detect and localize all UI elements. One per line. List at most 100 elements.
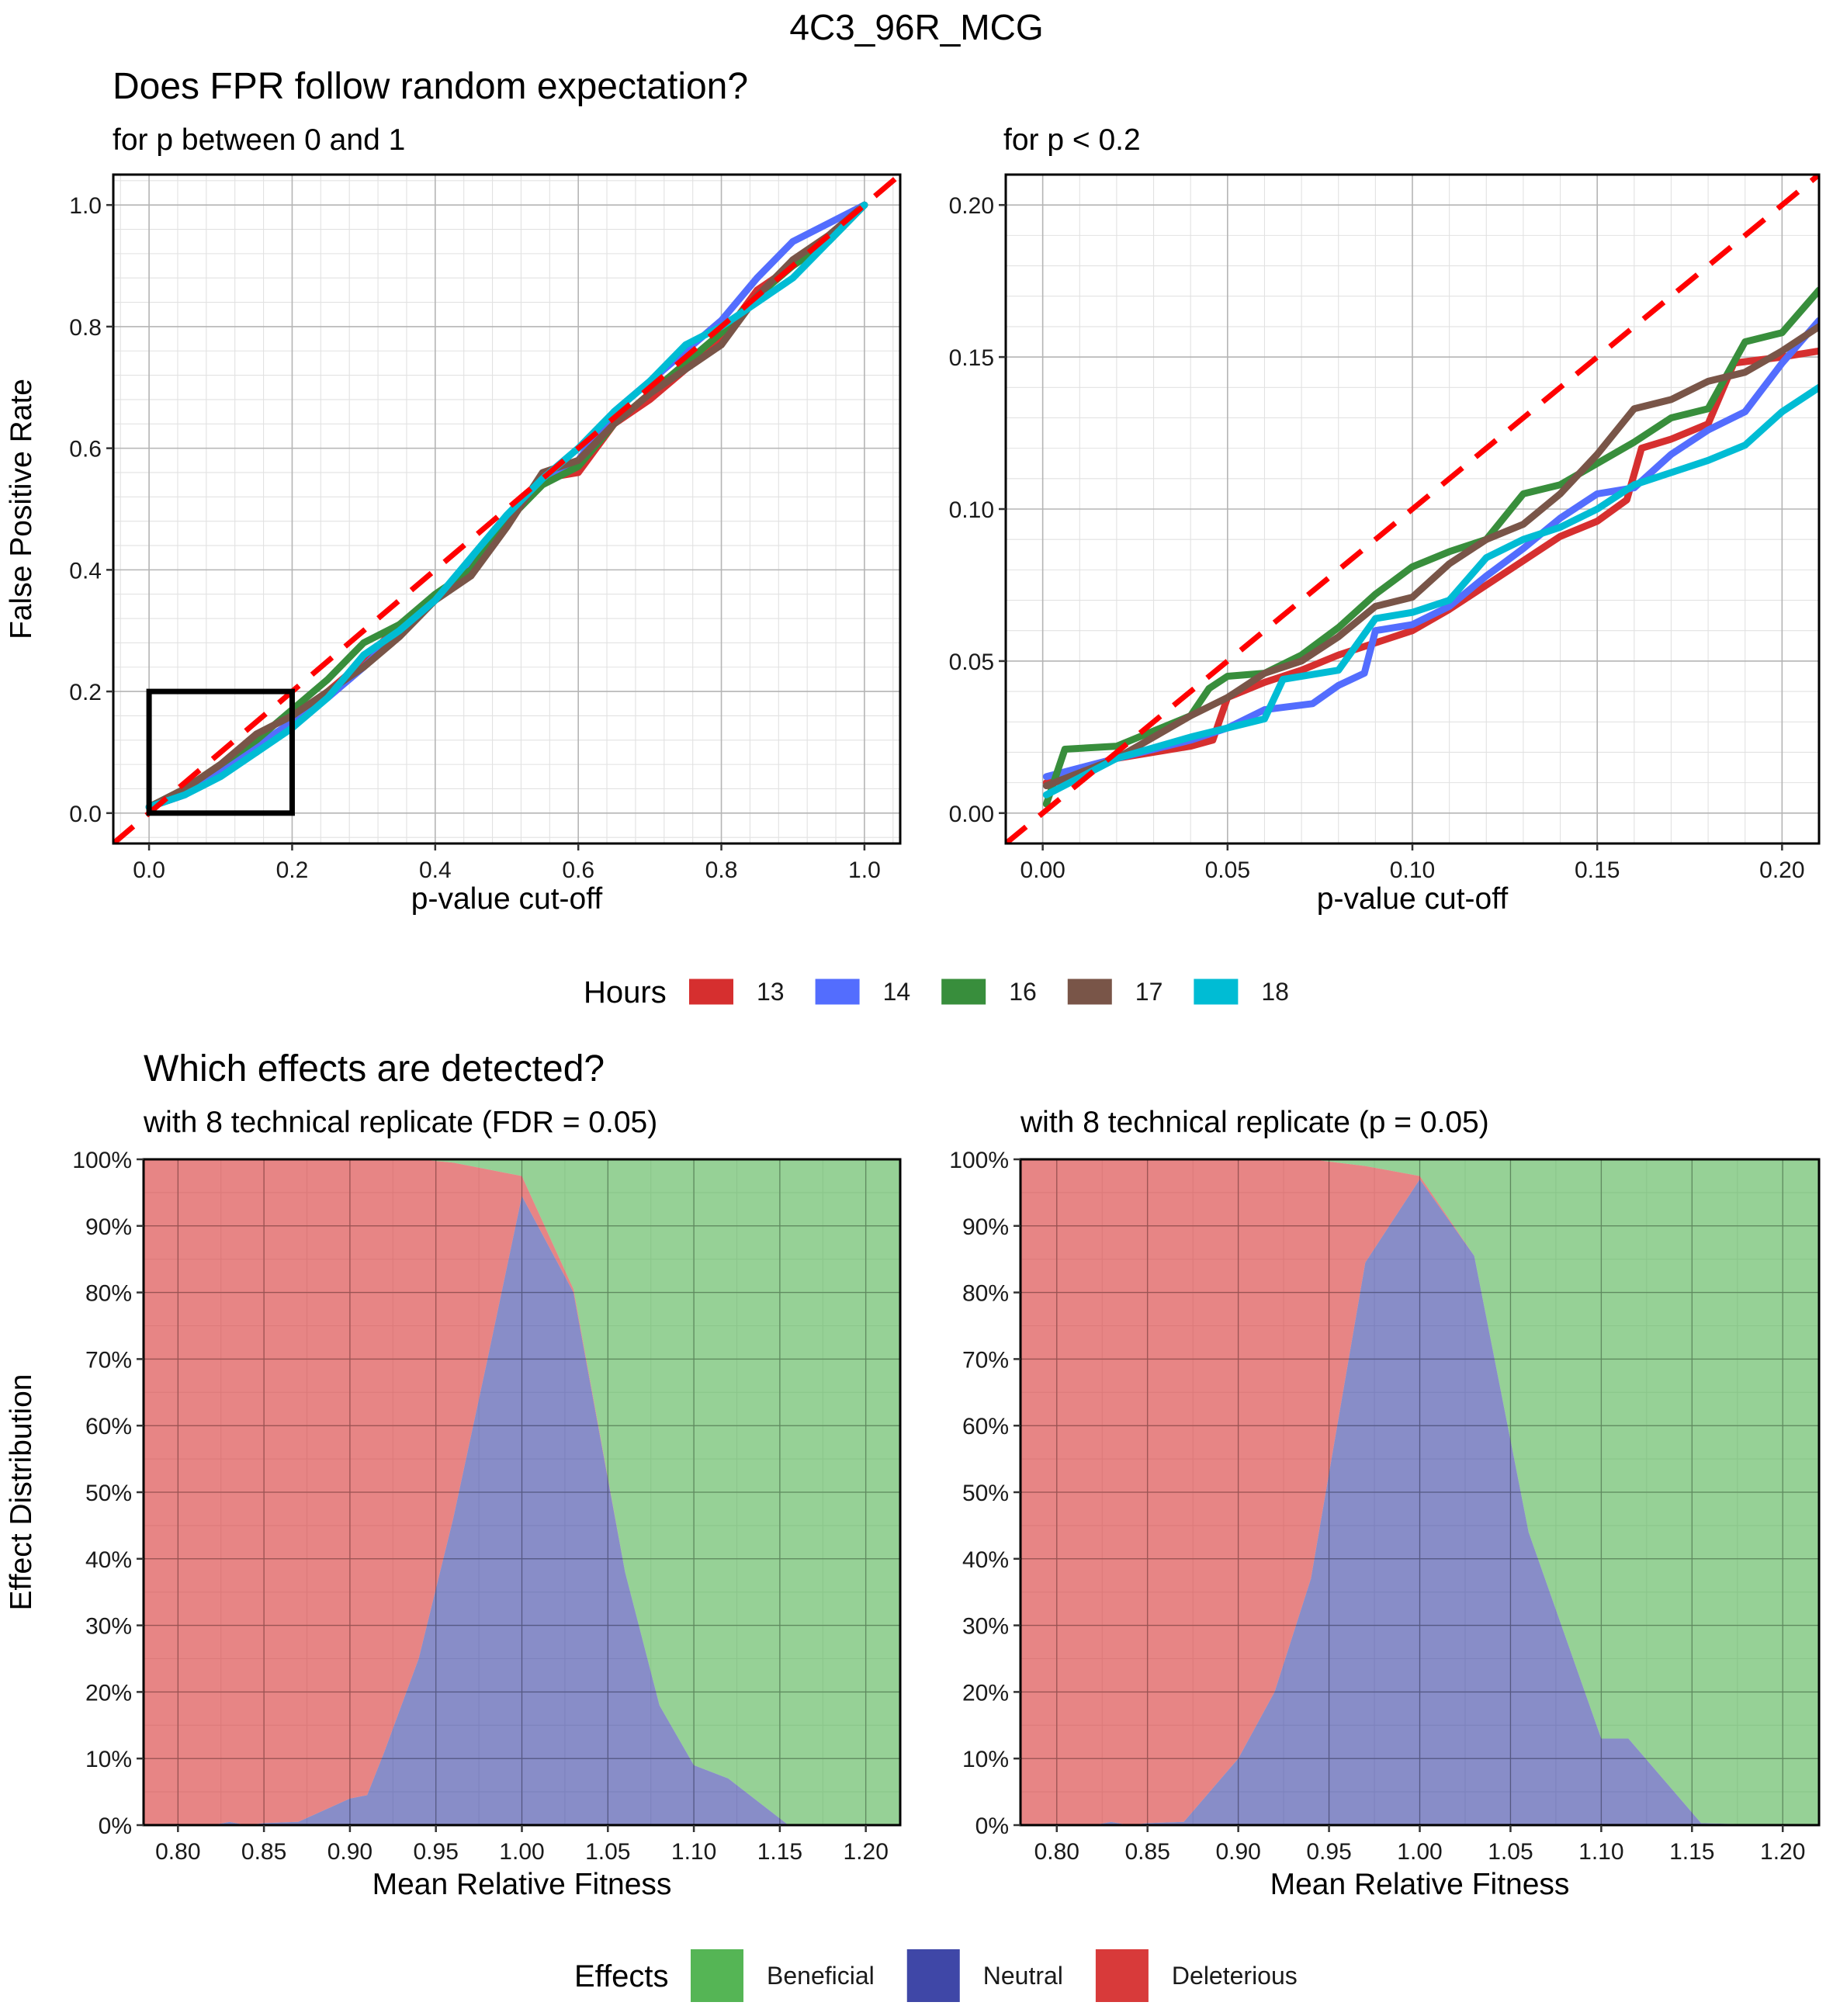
- x-axis-title: Mean Relative Fitness: [1270, 1868, 1570, 1901]
- hours-legend-key-14: [815, 979, 860, 1005]
- x-axis-title: p-value cut-off: [1317, 882, 1509, 916]
- effects-legend: Effects Beneficial Neutral Deleterious: [574, 1949, 1298, 2002]
- y-tick-label: 0.15: [949, 345, 994, 371]
- x-tick-label: 1.15: [1669, 1839, 1714, 1865]
- effects-legend-label: Beneficial: [767, 1962, 875, 1990]
- hours-legend-label: 13: [757, 978, 785, 1006]
- effects-fdr-panel-title: Which effects are detected?: [144, 1048, 605, 1089]
- effects-legend-key-neutral: [906, 1949, 960, 2002]
- y-tick-label: 80%: [962, 1281, 1009, 1307]
- fpr-zoom-panel-subtitle: for p < 0.2: [1003, 123, 1141, 157]
- hours-legend-label: 16: [1009, 978, 1037, 1006]
- plot-area: [1020, 1159, 1819, 1825]
- x-tick-label: 0.05: [1205, 857, 1250, 883]
- y-tick-label: 10%: [962, 1747, 1009, 1772]
- series-line-hour-16: [1042, 286, 1819, 808]
- fpr-full-panel-title: Does FPR follow random expectation?: [113, 66, 748, 107]
- y-axis-title: False Positive Rate: [5, 379, 38, 639]
- y-tick-label: 0.20: [949, 193, 994, 219]
- effects-legend-key-deleterious: [1095, 1949, 1149, 2002]
- x-tick-label: 0.85: [1125, 1839, 1170, 1865]
- series-line-hour-14: [1042, 317, 1819, 781]
- series-line-hour-18: [1042, 383, 1819, 798]
- plot-area: [1006, 175, 1819, 843]
- y-tick-label: 70%: [962, 1347, 1009, 1373]
- x-tick-label: 0.15: [1575, 857, 1620, 883]
- fpr-full-panel-subtitle: for p between 0 and 1: [113, 123, 405, 157]
- y-tick-label: 0.8: [69, 315, 102, 341]
- grid: [113, 175, 900, 843]
- hours-legend-label: 18: [1261, 978, 1289, 1006]
- x-tick-label: 1.20: [1760, 1839, 1805, 1865]
- x-tick-label: 0.20: [1759, 857, 1804, 883]
- x-tick-label: 0.90: [1215, 1839, 1260, 1865]
- y-tick-label: 90%: [962, 1214, 1009, 1240]
- y-tick-label: 20%: [85, 1680, 132, 1706]
- effects-legend-title: Effects: [574, 1959, 669, 1993]
- x-tick-label: 0.80: [155, 1839, 200, 1865]
- hours-legend-label: 14: [883, 978, 911, 1006]
- y-tick-label: 0%: [975, 1813, 1009, 1839]
- x-tick-label: 0.95: [414, 1839, 459, 1865]
- area-beneficial: [144, 1159, 900, 1825]
- y-tick-label: 30%: [962, 1614, 1009, 1640]
- hours-legend-key-13: [689, 979, 733, 1005]
- x-axis-title: Mean Relative Fitness: [372, 1868, 672, 1901]
- x-tick-label: 1.10: [1578, 1839, 1623, 1865]
- x-tick-label: 0.00: [1020, 857, 1065, 883]
- fpr-full-range-panel: Does FPR follow random expectation? for …: [5, 66, 902, 916]
- x-tick-label: 1.20: [843, 1839, 888, 1865]
- x-tick-label: 0.0: [133, 857, 165, 883]
- y-tick-label: 100%: [72, 1148, 132, 1173]
- grid-overlay: [1020, 1159, 1819, 1825]
- area-beneficial: [1020, 1159, 1819, 1825]
- y-tick-label: 50%: [962, 1481, 1009, 1506]
- y-tick-label: 20%: [962, 1680, 1009, 1706]
- plot-area: [113, 175, 900, 843]
- reference-line-y-equals-x: [1006, 175, 1819, 843]
- effects-pvalue-panel: with 8 technical replicate (p = 0.05) 0.…: [949, 1106, 1821, 1901]
- y-tick-label: 100%: [949, 1148, 1009, 1173]
- x-tick-label: 1.05: [1488, 1839, 1533, 1865]
- y-tick-label: 0.4: [69, 558, 102, 584]
- x-tick-label: 0.6: [562, 857, 594, 883]
- y-tick-label: 0.6: [69, 437, 102, 462]
- y-tick-label: 50%: [85, 1481, 132, 1506]
- x-tick-label: 1.15: [757, 1839, 802, 1865]
- x-tick-label: 0.95: [1306, 1839, 1351, 1865]
- effects-pvalue-panel-subtitle: with 8 technical replicate (p = 0.05): [1020, 1106, 1489, 1139]
- effects-legend-key-beneficial: [691, 1949, 743, 2002]
- plot-area: [144, 1159, 900, 1825]
- y-tick-label: 0.05: [949, 649, 994, 675]
- y-tick-label: 1.0: [69, 193, 102, 219]
- y-tick-label: 0.2: [69, 680, 102, 705]
- x-tick-label: 1.05: [585, 1839, 630, 1865]
- series-line-hour-18: [145, 201, 868, 811]
- x-tick-label: 0.4: [419, 857, 452, 883]
- y-tick-label: 10%: [85, 1747, 132, 1772]
- hours-legend-title: Hours: [584, 975, 667, 1010]
- reference-line-y-equals-x: [113, 175, 900, 843]
- hours-legend: Hours 13 14 16 17 18: [584, 975, 1289, 1010]
- y-tick-label: 40%: [85, 1547, 132, 1573]
- zoom-region-box: [146, 688, 295, 816]
- hours-legend-label: 17: [1135, 978, 1163, 1006]
- x-tick-label: 1.0: [848, 857, 881, 883]
- x-tick-label: 0.80: [1034, 1839, 1079, 1865]
- area-deleterious: [1020, 1159, 1819, 1825]
- effects-fdr-panel: Which effects are detected? with 8 techn…: [5, 1048, 902, 1901]
- x-axis-title: p-value cut-off: [411, 882, 603, 916]
- y-tick-label: 60%: [962, 1414, 1009, 1439]
- x-tick-label: 1.00: [499, 1839, 544, 1865]
- y-tick-label: 0.0: [69, 802, 102, 827]
- hours-legend-key-18: [1194, 979, 1239, 1005]
- series-line-hour-17: [1042, 323, 1819, 790]
- area-neutral: [144, 1196, 900, 1825]
- x-tick-label: 0.10: [1390, 857, 1435, 883]
- y-tick-label: 60%: [85, 1414, 132, 1439]
- series-line-hour-13: [1042, 347, 1819, 787]
- hours-legend-key-17: [1067, 979, 1112, 1005]
- y-tick-label: 90%: [85, 1214, 132, 1240]
- hours-legend-key-16: [941, 979, 986, 1005]
